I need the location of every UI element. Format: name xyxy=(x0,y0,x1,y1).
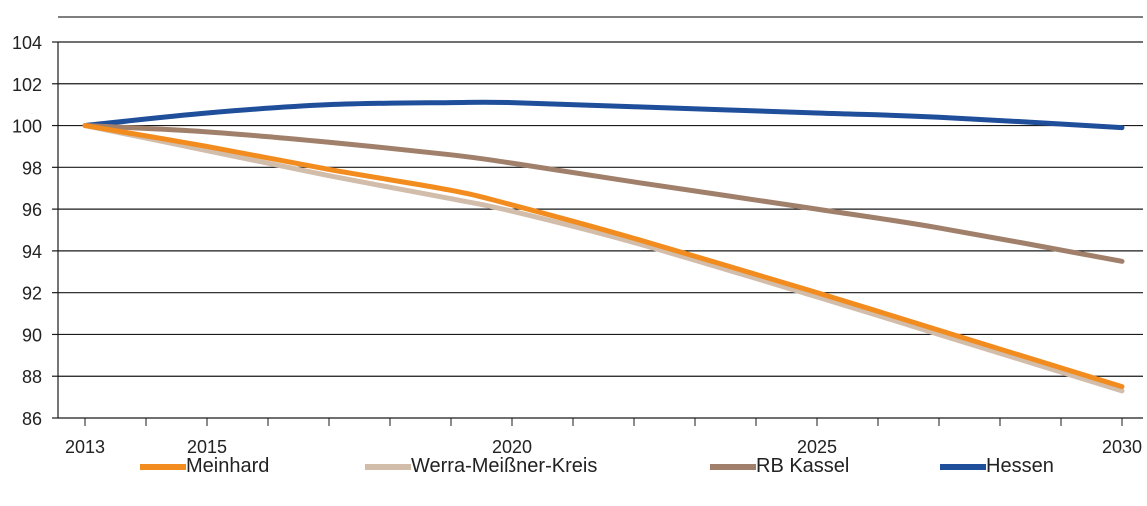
xtick-label: 2020 xyxy=(492,437,532,455)
legend-label-meinhard: Meinhard xyxy=(186,455,270,477)
xtick-label: 2025 xyxy=(797,437,837,455)
ytick-label: 98 xyxy=(22,158,42,178)
legend-swatch-rb-kassel xyxy=(710,463,756,470)
legend-item-meinhard: Meinhard xyxy=(140,455,269,478)
chart-svg: 104 102 100 98 96 94 92 90 88 86 2013 2015 2020 2025 2… xyxy=(12,16,1143,455)
legend-label-hessen: Hessen xyxy=(986,455,1054,477)
ytick-label: 100 xyxy=(12,117,42,137)
ytick-label: 94 xyxy=(22,242,42,262)
xtick-label: 2013 xyxy=(65,437,105,455)
legend-swatch-hessen xyxy=(940,463,986,470)
series-line-hessen xyxy=(82,99,1125,131)
xtick-label: 2015 xyxy=(187,437,227,455)
legend-swatch-werra xyxy=(365,463,411,470)
ytick-label: 96 xyxy=(22,200,42,220)
legend-label-rb-kassel: RB Kassel xyxy=(756,455,850,477)
legend-item-werra: Werra-Meißner-Kreis xyxy=(365,455,597,478)
ytick-label: 102 xyxy=(12,75,42,95)
series-line-werra-mei-ner-kreis xyxy=(82,123,1125,394)
legend-swatch-meinhard xyxy=(140,463,186,470)
xtick-label: 2030 xyxy=(1102,437,1142,455)
ytick-label: 104 xyxy=(12,33,42,53)
legend: Meinhard Werra-Meißner-Kreis RB Kassel H… xyxy=(0,455,1147,495)
ytick-label: 92 xyxy=(22,284,42,304)
legend-item-rb-kassel: RB Kassel xyxy=(710,455,849,478)
ytick-label: 86 xyxy=(22,409,42,429)
series-line-meinhard xyxy=(82,123,1125,390)
ytick-label: 88 xyxy=(22,367,42,387)
legend-label-werra: Werra-Meißner-Kreis xyxy=(411,455,598,477)
series-line-rb-kassel xyxy=(82,123,1125,264)
legend-item-hessen: Hessen xyxy=(940,455,1054,478)
ytick-label: 90 xyxy=(22,325,42,345)
